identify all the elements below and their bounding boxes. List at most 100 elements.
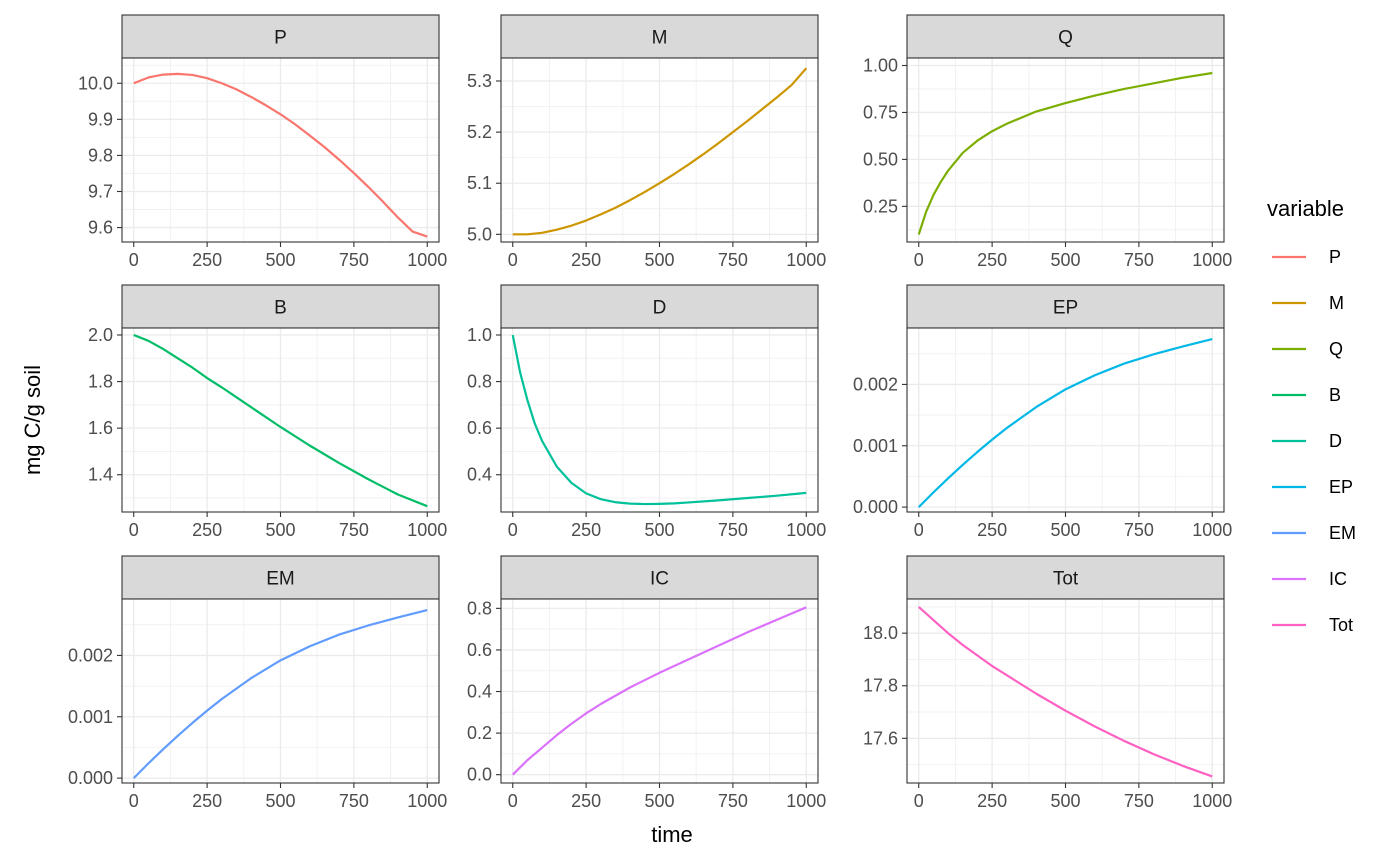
y-tick-label: 0.75 [863, 102, 898, 122]
series-line-em [132, 608, 428, 779]
y-tick-label: 9.8 [88, 145, 113, 165]
x-tick-label: 1000 [786, 520, 826, 540]
series-line-b [133, 333, 428, 508]
y-tick-label: 2.0 [88, 325, 113, 345]
y-tick-label: 0.2 [467, 723, 492, 743]
panel-p: P 0 250 500 750 1000 9.6 9.7 9.8 9.9 10.0 [78, 14, 447, 270]
legend-label: Tot [1329, 615, 1353, 635]
panel-strip-label: EP [1053, 298, 1078, 319]
x-tick-label: 500 [1050, 791, 1080, 811]
y-tick-label: 0.50 [863, 149, 898, 169]
legend: variable P M Q B D EP EM IC Tot [1267, 196, 1356, 635]
x-tick-label: 500 [265, 250, 295, 270]
panel-strip-label: P [274, 28, 287, 49]
y-tick-label: 17.6 [863, 728, 898, 748]
y-axis-title: mg C/g soil [20, 365, 45, 475]
x-tick-label: 750 [718, 791, 748, 811]
x-tick-label: 0 [129, 520, 139, 540]
x-tick-label: 0 [914, 520, 924, 540]
x-tick-label: 750 [1124, 250, 1154, 270]
x-tick-label: 750 [718, 520, 748, 540]
x-tick-label: 500 [1050, 520, 1080, 540]
y-tick-label: 0.6 [467, 418, 492, 438]
x-tick-label: 0 [129, 250, 139, 270]
x-tick-label: 250 [571, 520, 601, 540]
series-line-ep [917, 337, 1213, 508]
panel-ep: EP 0 250 500 750 1000 0.000 0.001 0.002 [853, 284, 1232, 540]
legend-label: Q [1329, 339, 1343, 359]
x-tick-label: 0 [508, 520, 518, 540]
series-line-q [917, 71, 1213, 235]
panel-strip-label: B [274, 298, 287, 319]
x-tick-label: 500 [1050, 250, 1080, 270]
x-tick-label: 500 [265, 791, 295, 811]
x-tick-label: 750 [339, 520, 369, 540]
legend-item-tot: Tot [1272, 615, 1353, 635]
x-tick-label: 750 [339, 250, 369, 270]
legend-label: P [1329, 247, 1341, 267]
y-tick-label: 0.0 [467, 765, 492, 785]
legend-label: EP [1329, 477, 1353, 497]
panel-strip [121, 284, 440, 329]
legend-items: P M Q B D EP EM IC Tot [1272, 247, 1356, 635]
x-tick-label: 0 [914, 791, 924, 811]
y-tick-label: 1.0 [467, 325, 492, 345]
panel-strip [121, 555, 440, 600]
x-tick-label: 500 [644, 520, 674, 540]
panel-strip [906, 555, 1225, 600]
y-tick-label: 0.001 [68, 707, 113, 727]
x-tick-label: 1000 [407, 520, 447, 540]
panel-strip-label: IC [650, 569, 669, 590]
legend-item-ic: IC [1272, 569, 1347, 589]
x-tick-label: 750 [1124, 791, 1154, 811]
y-tick-label: 5.1 [467, 173, 492, 193]
x-tick-label: 750 [718, 250, 748, 270]
series-line-m [512, 67, 808, 236]
panels: P 0 250 500 750 1000 9.6 9.7 9.8 9.9 10.0 M 0 250 500 7… [68, 14, 1232, 811]
y-tick-label: 1.8 [88, 372, 113, 392]
panel-d: D 0 250 500 750 1000 0.4 0.6 0.8 1.0 [467, 284, 826, 540]
x-tick-label: 1000 [1192, 791, 1232, 811]
panel-tot: Tot 0 250 500 750 1000 17.6 17.8 18.0 [863, 555, 1232, 811]
y-tick-label: 9.9 [88, 109, 113, 129]
legend-item-b: B [1272, 385, 1341, 405]
legend-item-m: M [1272, 293, 1344, 313]
x-tick-label: 0 [508, 250, 518, 270]
x-tick-label: 250 [977, 791, 1007, 811]
y-tick-label: 0.4 [467, 465, 492, 485]
x-tick-label: 1000 [407, 791, 447, 811]
x-tick-label: 250 [571, 250, 601, 270]
legend-label: B [1329, 385, 1341, 405]
series-line-ic [511, 606, 807, 776]
x-tick-label: 1000 [1192, 520, 1232, 540]
y-tick-label: 0.25 [863, 196, 898, 216]
legend-item-p: P [1272, 247, 1341, 267]
legend-item-em: EM [1272, 523, 1356, 543]
x-tick-label: 250 [192, 791, 222, 811]
legend-title: variable [1267, 196, 1344, 221]
y-tick-label: 9.7 [88, 181, 113, 201]
panel-strip-label: EM [266, 569, 295, 590]
panel-strip-label: D [653, 298, 667, 319]
x-tick-label: 750 [339, 791, 369, 811]
y-tick-label: 0.001 [853, 436, 898, 456]
x-tick-label: 0 [914, 250, 924, 270]
x-tick-label: 1000 [786, 791, 826, 811]
series-line-p [133, 72, 428, 238]
x-tick-label: 750 [1124, 520, 1154, 540]
y-tick-label: 0.000 [853, 497, 898, 517]
legend-label: D [1329, 431, 1342, 451]
x-tick-label: 250 [977, 520, 1007, 540]
panel-strip [906, 14, 1225, 59]
panel-strip [500, 284, 819, 329]
panel-strip-label: Q [1058, 28, 1073, 49]
y-tick-label: 0.002 [68, 645, 113, 665]
panel-b: B 0 250 500 750 1000 1.4 1.6 1.8 2.0 [88, 284, 447, 540]
y-tick-label: 1.4 [88, 465, 113, 485]
y-tick-label: 0.6 [467, 640, 492, 660]
x-tick-label: 250 [192, 250, 222, 270]
panel-strip-label: M [652, 28, 668, 49]
legend-label: EM [1329, 523, 1356, 543]
x-tick-label: 0 [129, 791, 139, 811]
